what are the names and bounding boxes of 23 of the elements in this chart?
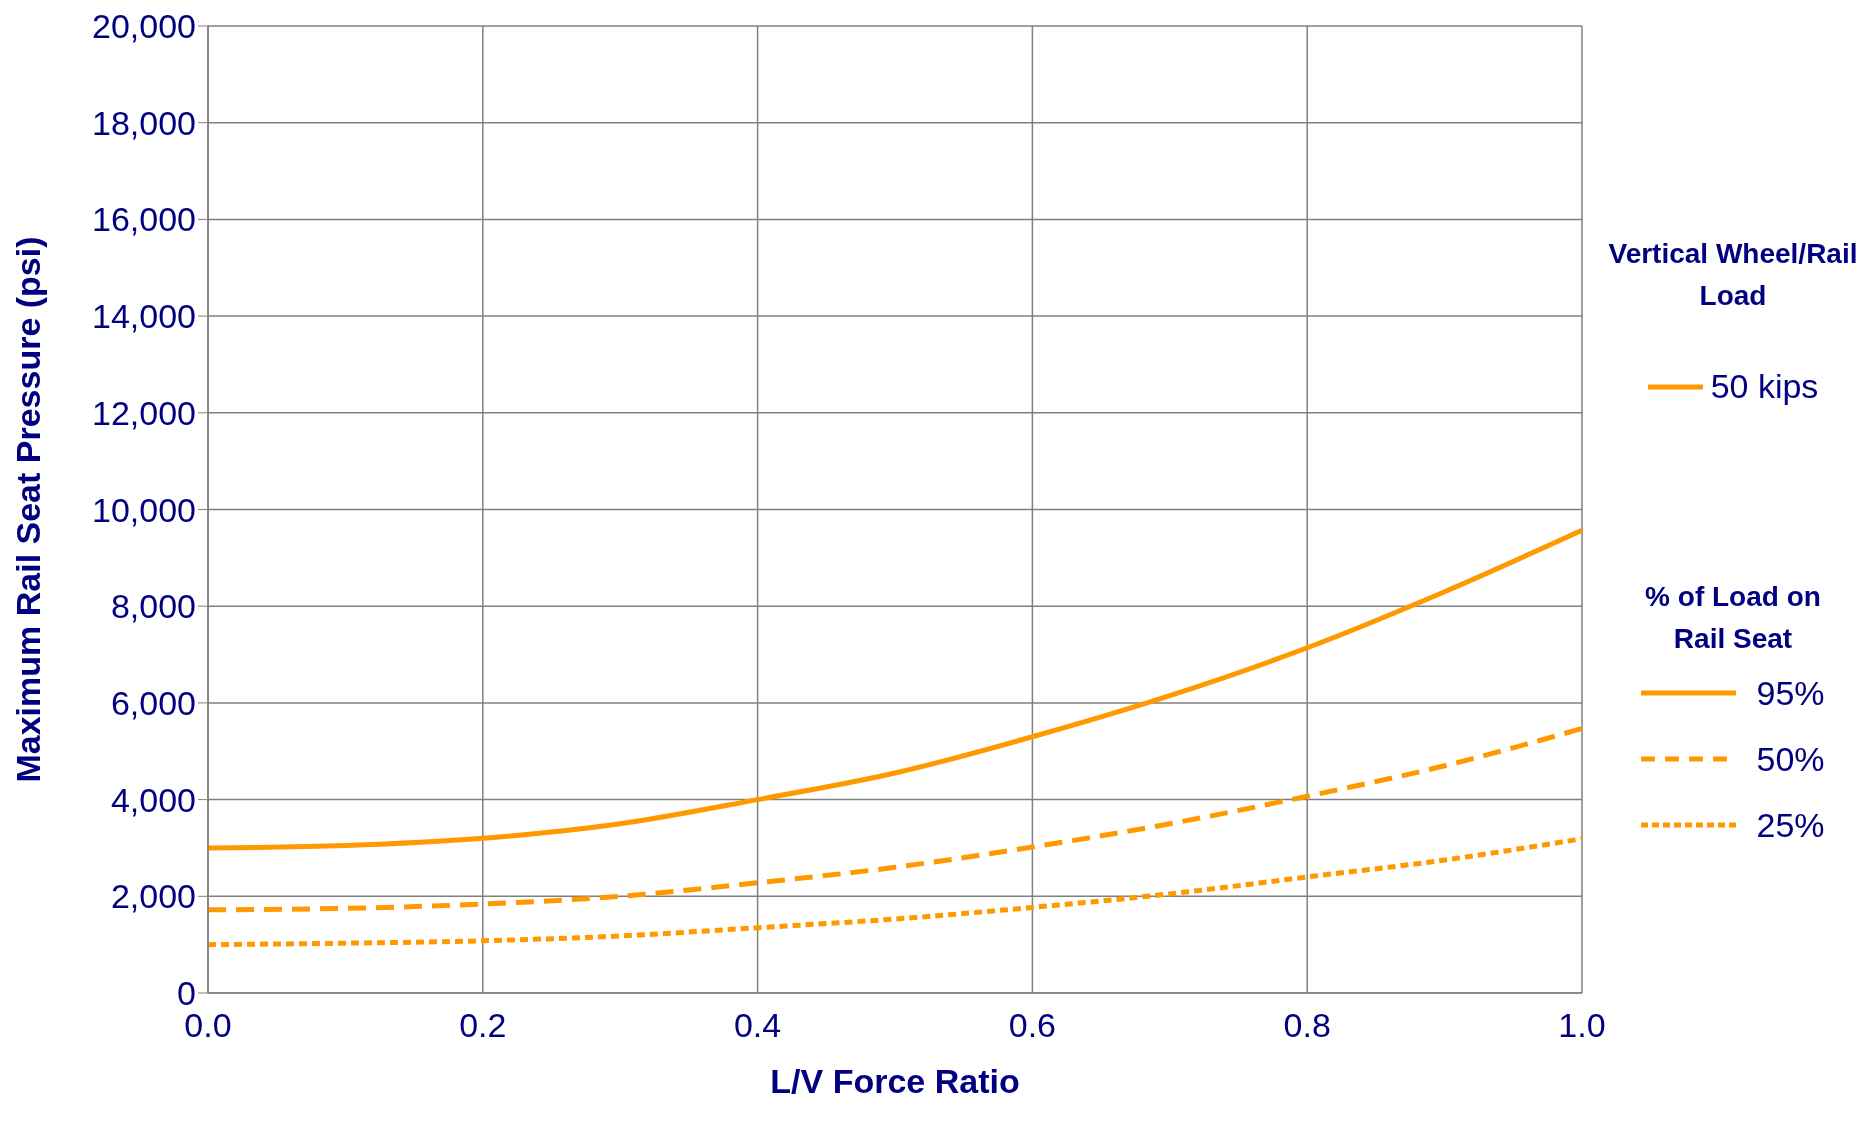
text: Vertical Wheel/Rail Load	[1608, 237, 1858, 313]
x-tick-label: 1.0	[1558, 1006, 1606, 1045]
y-axis-title: Maximum Rail Seat Pressure (psi)	[9, 236, 48, 783]
legend-label: 50%	[1756, 739, 1825, 779]
y-tick-label: 20,000	[92, 7, 196, 46]
x-tick-label: 0.8	[1283, 1006, 1331, 1045]
y-tick-label: 2,000	[110, 877, 196, 916]
x-tick-label: 0.4	[733, 1006, 782, 1045]
y-tick-label: 12,000	[92, 393, 196, 432]
y-tick-label: 18,000	[92, 103, 196, 142]
y-tick-label: 6,000	[110, 683, 196, 722]
text: 50 kips	[1710, 367, 1819, 406]
x-tick-label: 0.2	[459, 1006, 507, 1045]
x-axis-title: L/V Force Ratio	[770, 1062, 1020, 1100]
y-tick-label: 14,000	[92, 297, 196, 336]
y-tick-label: 10,000	[92, 490, 196, 529]
y-tick-label: 16,000	[92, 200, 196, 239]
legend-label: 25%	[1756, 805, 1825, 845]
legend-title: % of Load on Rail Seat	[1644, 580, 1822, 656]
legend-label: 95%	[1756, 673, 1825, 713]
y-tick-label: 4,000	[110, 780, 196, 819]
x-tick-label: 0.6	[1008, 1006, 1057, 1045]
y-tick-label: 8,000	[110, 587, 196, 626]
